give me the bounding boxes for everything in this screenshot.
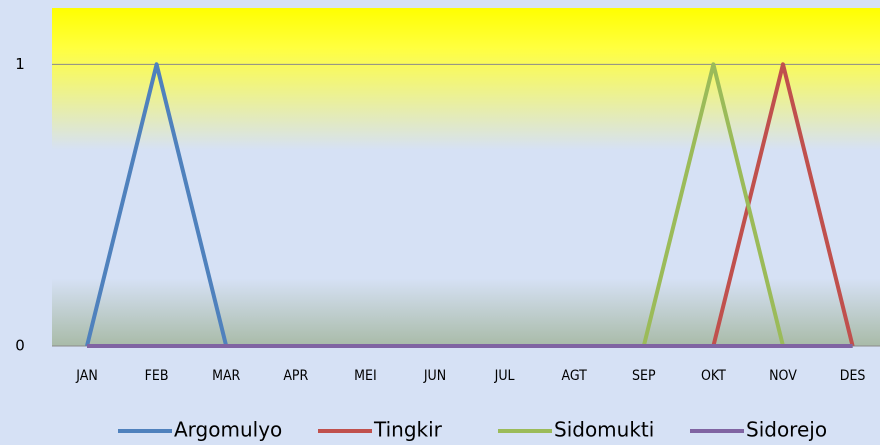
x-tick-label: NOV [769, 368, 797, 384]
x-tick-label: APR [283, 368, 308, 384]
x-tick-label: JUL [494, 368, 515, 384]
x-tick-label: DES [840, 368, 866, 384]
x-tick-label: OKT [701, 368, 726, 384]
y-tick-label: 1 [15, 55, 25, 73]
legend-label: Tingkir [373, 418, 443, 442]
x-tick-label: AGT [562, 368, 588, 384]
x-tick-label: FEB [145, 368, 169, 384]
legend-label: Sidorejo [746, 418, 827, 442]
x-tick-label: MAR [212, 368, 240, 384]
legend-label: Sidomukti [554, 418, 654, 442]
x-tick-label: JUN [423, 368, 446, 384]
x-tick-label: MEI [354, 368, 377, 384]
y-tick-label: 0 [15, 337, 25, 355]
legend-label: Argomulyo [174, 418, 282, 442]
x-tick-label: SEP [632, 368, 656, 384]
x-tick-label: JAN [75, 368, 98, 384]
